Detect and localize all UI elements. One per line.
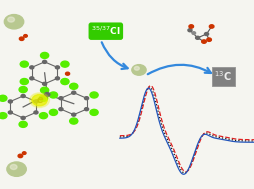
Circle shape xyxy=(34,100,38,103)
Circle shape xyxy=(30,77,34,80)
Circle shape xyxy=(204,33,208,36)
Circle shape xyxy=(84,97,88,100)
Circle shape xyxy=(188,25,193,28)
Circle shape xyxy=(59,97,63,100)
Circle shape xyxy=(8,111,12,114)
Circle shape xyxy=(39,113,47,119)
Circle shape xyxy=(42,82,46,85)
Circle shape xyxy=(69,83,77,89)
Circle shape xyxy=(55,77,59,80)
Circle shape xyxy=(0,95,7,101)
Text: e: e xyxy=(36,95,43,105)
Circle shape xyxy=(201,40,205,43)
Circle shape xyxy=(19,121,27,127)
Circle shape xyxy=(61,61,69,67)
Circle shape xyxy=(20,78,28,84)
Circle shape xyxy=(191,32,195,34)
Circle shape xyxy=(71,113,75,116)
Circle shape xyxy=(42,60,46,63)
Circle shape xyxy=(90,109,98,115)
Circle shape xyxy=(84,108,88,111)
Circle shape xyxy=(55,66,59,69)
Circle shape xyxy=(49,92,57,98)
Text: $^{13}$C: $^{13}$C xyxy=(213,70,231,84)
Circle shape xyxy=(209,25,213,28)
Circle shape xyxy=(44,93,50,96)
Circle shape xyxy=(34,111,38,114)
Circle shape xyxy=(8,100,12,103)
Circle shape xyxy=(71,91,75,94)
Circle shape xyxy=(18,154,23,158)
Circle shape xyxy=(195,36,199,39)
Circle shape xyxy=(21,116,25,119)
Circle shape xyxy=(22,152,26,154)
Circle shape xyxy=(40,87,49,93)
Text: $^{35/37}$Cl: $^{35/37}$Cl xyxy=(91,25,120,37)
Circle shape xyxy=(21,94,25,98)
Circle shape xyxy=(4,15,24,29)
Circle shape xyxy=(29,93,49,108)
Circle shape xyxy=(0,113,7,119)
Circle shape xyxy=(30,66,34,69)
Circle shape xyxy=(131,65,146,75)
Circle shape xyxy=(59,108,63,111)
Circle shape xyxy=(90,92,98,98)
Circle shape xyxy=(10,164,17,170)
Circle shape xyxy=(19,87,27,93)
Circle shape xyxy=(8,17,14,22)
Circle shape xyxy=(69,118,77,124)
Circle shape xyxy=(24,35,27,37)
Circle shape xyxy=(20,61,28,67)
Circle shape xyxy=(40,52,49,58)
Circle shape xyxy=(61,78,69,84)
Circle shape xyxy=(49,109,57,115)
Circle shape xyxy=(65,72,69,75)
Circle shape xyxy=(134,67,139,70)
Circle shape xyxy=(187,29,191,32)
Circle shape xyxy=(19,37,24,40)
Circle shape xyxy=(39,95,47,101)
Circle shape xyxy=(206,38,211,41)
Circle shape xyxy=(7,162,26,176)
Circle shape xyxy=(32,94,47,106)
